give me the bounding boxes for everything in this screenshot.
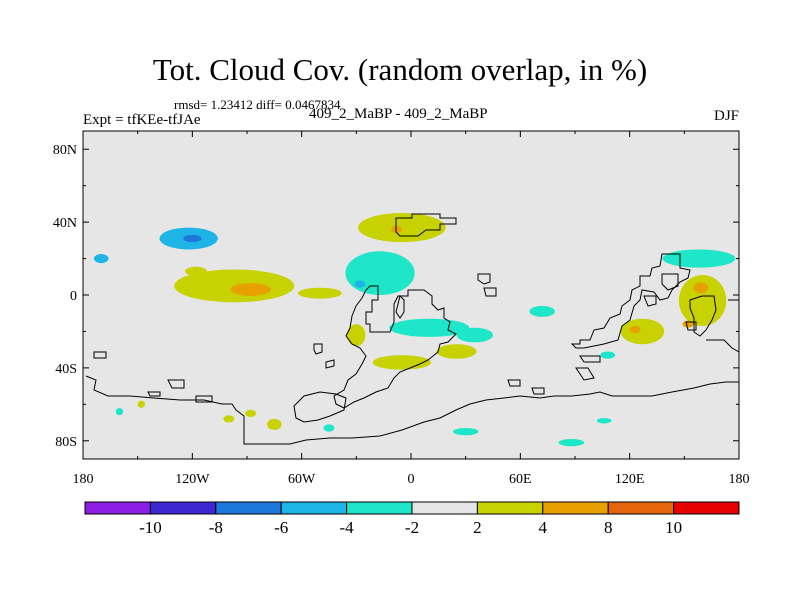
colorbar-swatch [476,501,544,515]
anomaly-patch [693,282,709,294]
anomaly-patch [529,305,555,317]
anomaly-patch [230,283,271,296]
x-tick-label: 180 [729,472,750,487]
colorbar-label: -6 [274,518,288,537]
anomaly-patch [662,249,736,268]
anomaly-patch [436,344,477,359]
anomaly-patch [245,409,257,418]
plot-title: Tot. Cloud Cov. (random overlap, in %) [152,52,648,87]
anomaly-patch [267,418,282,430]
anomaly-patch [558,438,585,447]
anomaly-patch [596,418,612,424]
x-tick-label: 60E [509,472,532,487]
anomaly-patch [223,415,235,423]
experiment-label: Expt = tfKEe-tfJAe [83,112,201,128]
y-tick-label: 80N [53,143,77,158]
colorbar-label: -8 [209,518,223,537]
season-label: DJF [713,108,739,124]
y-tick-label: 80S [55,435,77,450]
axis-ticks: 180 120W 60W 0 60E 120E 180 80N 40N 0 40S 80S [53,131,750,487]
colorbar-swatch [280,501,348,515]
anomaly-patch [620,318,665,345]
anomaly-patch [347,324,366,347]
colorbar-label: -10 [139,518,162,537]
colorbar-label: -4 [340,518,355,537]
anomaly-patch [354,280,366,288]
x-tick-label: 180 [73,472,94,487]
anomaly-patch [372,355,432,370]
x-tick-label: 0 [408,472,415,487]
anomaly-patch [298,287,342,299]
x-tick-label: 120W [175,472,210,487]
colorbar-swatch [411,501,478,515]
anomaly-patch [183,234,202,243]
colorbar-label: 10 [665,518,682,537]
colorbar-swatch [215,501,282,515]
anomaly-patch [358,213,446,243]
colorbar-label: 8 [604,518,613,537]
anomaly-patch [137,400,145,408]
anomaly-patch [452,428,479,436]
colorbar-swatch [149,501,217,515]
anomaly-patch [115,407,124,416]
colorbar-label: 2 [473,518,482,537]
anomaly-patch [323,424,335,432]
runs-label: 409_2_MaBP - 409_2_MaBP [309,106,488,122]
anomaly-patch [456,327,493,343]
colorbar-swatch [84,501,151,515]
colorbar: -10 -8 -6 -4 -2 2 4 8 10 [84,501,740,537]
colorbar-label: 4 [539,518,548,537]
x-tick-label: 120E [615,472,645,487]
stats-text: rmsd= 1.23412 diff= 0.0467834 [174,97,341,112]
anomaly-patch [93,253,109,264]
anomaly-patch [629,325,641,334]
colorbar-swatch [673,501,740,515]
anomaly-patch [345,251,415,295]
anomaly-patch [600,351,616,359]
coastlines [85,213,739,445]
colorbar-label: -2 [405,518,419,537]
y-tick-label: 40N [53,216,77,231]
colorbar-swatch [346,501,413,515]
y-tick-label: 40S [55,362,77,377]
x-tick-label: 60W [288,472,316,487]
y-tick-label: 0 [70,289,77,304]
colorbar-swatch [542,501,609,515]
colorbar-swatch [607,501,675,515]
